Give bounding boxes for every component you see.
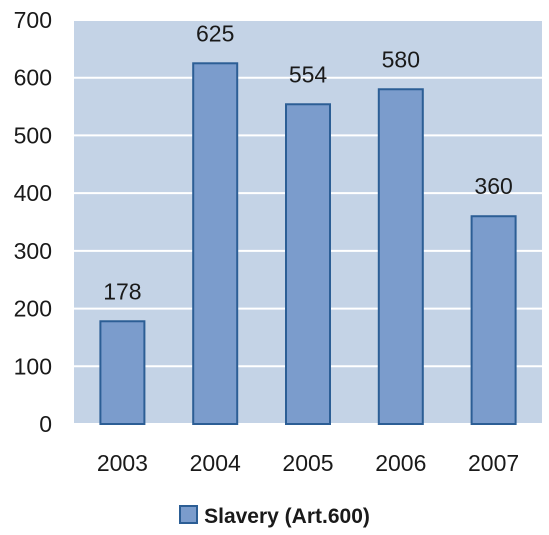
bars xyxy=(99,62,517,426)
data-labels: 178 625 554 580 360 xyxy=(103,20,513,304)
y-tick-label: 400 xyxy=(14,180,52,206)
bar xyxy=(377,88,424,425)
bar xyxy=(470,215,517,425)
bar xyxy=(99,320,146,426)
x-tick-label: 2006 xyxy=(375,450,426,476)
x-axis-ticks: 2003 2004 2005 2006 2007 xyxy=(97,450,519,476)
y-tick-label: 500 xyxy=(14,122,52,148)
legend-label: Slavery (Art.600) xyxy=(204,505,370,528)
data-label: 580 xyxy=(382,46,420,72)
data-label: 625 xyxy=(196,20,234,46)
bar xyxy=(285,103,331,426)
data-label: 360 xyxy=(474,173,512,199)
legend: Slavery (Art.600) xyxy=(0,505,549,529)
y-tick-label: 300 xyxy=(14,238,52,264)
x-tick-label: 2003 xyxy=(97,450,148,476)
bar xyxy=(192,62,239,426)
y-tick-label: 200 xyxy=(14,296,52,322)
y-tick-label: 700 xyxy=(14,7,52,33)
y-tick-label: 0 xyxy=(39,411,52,437)
data-label: 178 xyxy=(103,278,141,304)
x-tick-label: 2005 xyxy=(282,450,333,476)
data-label: 554 xyxy=(289,61,328,87)
x-tick-label: 2007 xyxy=(468,450,519,476)
y-axis-ticks: 0 100 200 300 400 500 600 700 xyxy=(14,7,52,437)
x-tick-label: 2004 xyxy=(190,450,241,476)
legend-swatch xyxy=(179,505,199,524)
y-tick-label: 100 xyxy=(14,353,52,379)
y-tick-label: 600 xyxy=(14,65,52,91)
